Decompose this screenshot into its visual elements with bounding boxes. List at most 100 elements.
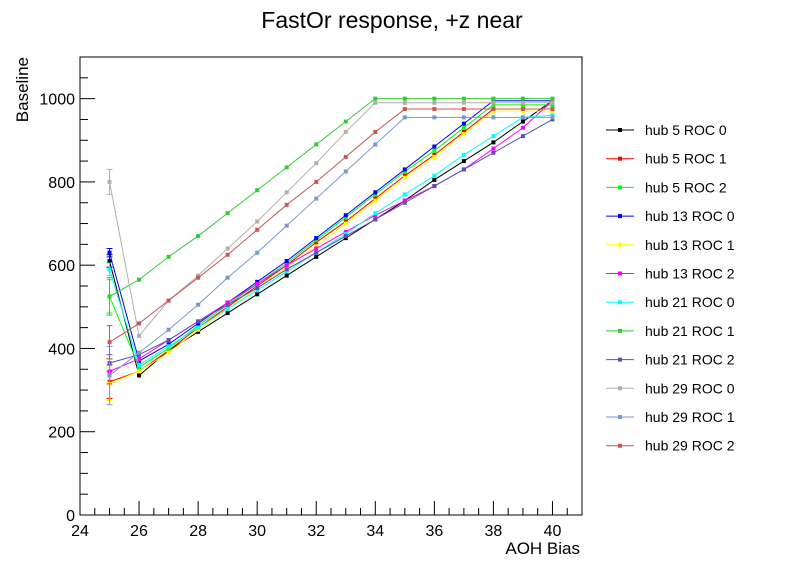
data-point: [461, 152, 466, 157]
data-point: [107, 294, 112, 299]
data-point: [314, 238, 319, 243]
data-point: [550, 117, 555, 122]
data-point: [166, 344, 171, 349]
data-point: [402, 175, 407, 180]
data-point: [491, 140, 496, 145]
data-point: [432, 96, 437, 101]
data-point: [343, 234, 348, 239]
x-tick-label: 38: [485, 523, 503, 540]
data-point: [225, 304, 230, 309]
chart-title: FastOr response, +z near: [261, 7, 523, 33]
data-point: [225, 252, 230, 257]
data-point: [402, 198, 407, 203]
data-point: [373, 217, 378, 222]
data-point: [314, 244, 319, 249]
data-point: [137, 321, 142, 326]
data-point: [166, 350, 171, 355]
data-point: [520, 100, 525, 105]
data-point: [284, 263, 289, 268]
legend-label: hub 5 ROC 2: [645, 179, 727, 195]
data-point: [284, 267, 289, 272]
data-point: [196, 273, 201, 278]
data-point: [491, 96, 496, 101]
data-point: [196, 327, 201, 332]
data-point: [225, 300, 230, 305]
x-tick-label: 26: [130, 523, 148, 540]
data-point: [284, 261, 289, 266]
data-point: [343, 129, 348, 134]
data-point: [314, 236, 319, 241]
data-point: [373, 213, 378, 218]
legend-marker: [618, 300, 622, 305]
data-point: [373, 190, 378, 195]
data-point: [255, 250, 260, 255]
y-axis-label: Baseline: [13, 57, 32, 122]
data-point: [137, 350, 142, 355]
data-point: [491, 146, 496, 151]
data-point: [461, 107, 466, 112]
data-point: [107, 340, 112, 345]
legend-label: hub 13 ROC 2: [645, 266, 735, 282]
data-point: [550, 109, 555, 114]
data-point: [402, 115, 407, 120]
data-point: [166, 254, 171, 259]
data-point: [402, 167, 407, 172]
data-point: [432, 177, 437, 182]
series-line: [109, 110, 553, 385]
data-point: [550, 102, 555, 107]
legend-item: hub 5 ROC 1: [606, 151, 727, 167]
data-point: [107, 373, 112, 378]
series-hub-13-roc-0: [106, 98, 555, 363]
data-point: [491, 102, 496, 107]
x-tick-label: 30: [248, 523, 266, 540]
legend-label: hub 21 ROC 1: [645, 323, 735, 339]
y-tick-label: 800: [48, 175, 75, 192]
data-point: [343, 215, 348, 220]
data-point: [255, 279, 260, 284]
data-point: [432, 144, 437, 149]
legend-label: hub 29 ROC 1: [645, 409, 735, 425]
data-point: [196, 321, 201, 326]
data-point: [255, 281, 260, 286]
series-hub-21-roc-2: [106, 117, 555, 372]
data-point: [225, 311, 230, 316]
data-point: [520, 134, 525, 139]
legend-item: hub 21 ROC 1: [606, 323, 735, 339]
x-tick-label: 36: [425, 523, 443, 540]
data-point: [550, 115, 555, 120]
legend-marker: [618, 271, 622, 276]
data-point: [520, 107, 525, 112]
legend-label: hub 29 ROC 2: [645, 438, 735, 454]
data-point: [343, 213, 348, 218]
data-point: [520, 98, 525, 103]
data-point: [461, 115, 466, 120]
data-point: [225, 246, 230, 251]
data-point: [255, 188, 260, 193]
data-point: [314, 179, 319, 184]
y-tick-label: 600: [48, 258, 75, 275]
series-hub-13-roc-1: [106, 109, 555, 401]
data-point: [402, 169, 407, 174]
data-point: [491, 107, 496, 112]
data-point: [402, 192, 407, 197]
legend-item: hub 13 ROC 2: [606, 266, 735, 282]
legend-label: hub 13 ROC 1: [645, 237, 735, 253]
data-point: [314, 250, 319, 255]
data-point: [402, 173, 407, 178]
legend-marker: [618, 328, 622, 333]
data-point: [520, 115, 525, 120]
data-point: [491, 134, 496, 139]
data-point: [343, 219, 348, 224]
legend-marker: [618, 128, 622, 132]
data-point: [255, 227, 260, 232]
legend-item: hub 29 ROC 2: [606, 438, 735, 454]
data-point: [461, 121, 466, 126]
x-tick-label: 24: [71, 523, 89, 540]
data-point: [343, 154, 348, 159]
data-point: [166, 327, 171, 332]
data-point: [284, 265, 289, 270]
data-point: [196, 234, 201, 239]
data-point: [196, 319, 201, 324]
legend-marker: [618, 242, 622, 247]
legend-item: hub 5 ROC 2: [606, 179, 727, 195]
